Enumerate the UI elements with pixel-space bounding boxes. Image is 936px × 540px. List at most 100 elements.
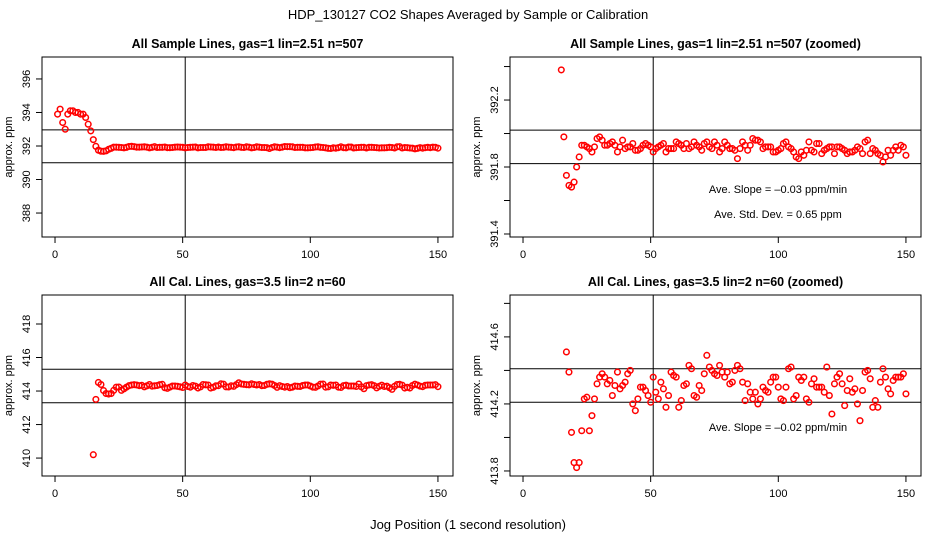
data-point: [708, 145, 716, 153]
panel-3: All Cal. Lines, gas=3.5 lin=2 n=60 (zoom…: [471, 275, 922, 500]
data-point: [782, 383, 790, 391]
data-point: [573, 163, 581, 171]
data-point: [733, 155, 742, 163]
data-point: [899, 370, 907, 378]
panel-1: All Sample Lines, gas=1 lin=2.51 n=507 (…: [471, 37, 922, 261]
data-point: [112, 383, 120, 391]
data-points: [89, 378, 442, 459]
figure-title: HDP_130127 CO2 Shapes Averaged by Sample…: [288, 7, 648, 22]
data-point: [823, 363, 831, 371]
data-points: [54, 105, 442, 155]
data-point: [815, 140, 823, 148]
data-point: [659, 140, 667, 148]
y-axis-label: approx. ppm: [3, 355, 15, 416]
data-point: [675, 403, 683, 411]
x-tick-label: 100: [301, 488, 319, 500]
data-point: [578, 427, 586, 435]
data-point: [657, 378, 665, 386]
data-point: [836, 370, 844, 378]
data-point: [664, 392, 673, 400]
panel-0: All Sample Lines, gas=1 lin=2.51 n=507 0 5…: [3, 37, 454, 261]
data-point: [736, 365, 744, 373]
data-point: [800, 373, 808, 381]
data-point: [636, 383, 644, 391]
x-tick-label: 0: [520, 249, 526, 261]
data-point: [613, 368, 622, 376]
data-point: [858, 150, 867, 158]
panel-title: All Cal. Lines, gas=3.5 lin=2 n=60: [149, 275, 345, 289]
data-point: [728, 378, 736, 386]
x-tick-label: 50: [177, 249, 189, 261]
data-point: [698, 146, 706, 154]
panel-2: All Cal. Lines, gas=3.5 lin=2 n=60 0 50 100…: [3, 275, 454, 500]
y-axis-label: approx. ppm: [3, 116, 15, 177]
x-tick-label: 50: [645, 249, 657, 261]
x-tick-label: 150: [897, 249, 915, 261]
annotation: Ave. Slope = –0.02 ppm/min: [709, 422, 847, 434]
data-point: [749, 395, 757, 403]
data-point: [583, 393, 591, 401]
data-point: [672, 373, 680, 381]
data-point: [652, 388, 660, 396]
data-point: [838, 380, 846, 388]
y-tick-label: 390: [21, 170, 33, 188]
data-point: [677, 397, 685, 405]
data-point: [682, 380, 690, 388]
x-tick-label: 150: [429, 249, 447, 261]
data-points: [557, 66, 910, 191]
data-point: [825, 143, 833, 151]
data-point: [876, 378, 884, 386]
data-point: [858, 386, 867, 395]
data-point: [741, 397, 749, 405]
data-point: [82, 113, 90, 122]
data-point: [56, 105, 64, 113]
data-point: [871, 397, 879, 405]
x-tick-label: 0: [52, 488, 58, 500]
y-tick-label: 392: [21, 137, 33, 155]
data-point: [792, 392, 800, 400]
annotation: Ave. Slope = –0.03 ppm/min: [709, 184, 847, 196]
data-point: [716, 361, 724, 369]
data-point: [830, 380, 839, 388]
data-point: [567, 428, 576, 436]
data-point: [87, 127, 95, 135]
data-point: [713, 371, 721, 379]
y-tick-label: 391.8: [489, 153, 501, 181]
data-point: [621, 378, 629, 386]
data-point: [744, 380, 752, 388]
data-point: [687, 365, 696, 373]
data-point: [746, 141, 754, 149]
data-point: [590, 395, 599, 403]
x-tick-label: 0: [52, 249, 58, 261]
data-point: [575, 459, 583, 467]
data-point: [879, 365, 887, 373]
y-axis-label: approx. ppm: [471, 116, 483, 177]
data-point: [434, 144, 442, 152]
data-point: [590, 143, 599, 151]
data-point: [774, 383, 782, 391]
data-point: [805, 138, 813, 146]
data-point: [631, 407, 639, 415]
x-tick-label: 150: [897, 488, 915, 500]
y-tick-label: 392.2: [489, 86, 501, 114]
data-point: [647, 398, 655, 406]
data-point: [751, 388, 759, 396]
data-point: [815, 383, 823, 391]
data-point: [899, 143, 907, 151]
y-axis-label: approx. ppm: [471, 355, 483, 416]
data-point: [693, 393, 701, 401]
annotation: Ave. Std. Dev. = 0.65 ppm: [714, 209, 842, 221]
x-tick-label: 50: [177, 488, 189, 500]
y-tick-label: 416: [21, 348, 33, 366]
x-tick-label: 100: [769, 249, 787, 261]
data-point: [764, 388, 772, 396]
data-point: [89, 136, 97, 144]
x-tick-label: 50: [645, 488, 657, 500]
data-point: [810, 148, 818, 156]
panel-title: All Sample Lines, gas=1 lin=2.51 n=507 (…: [570, 37, 861, 51]
data-point: [787, 363, 795, 371]
x-axis-label: Jog Position (1 second resolution): [370, 517, 566, 532]
y-tick-label: 413.8: [489, 457, 501, 485]
data-point: [601, 373, 609, 381]
data-point: [97, 380, 105, 389]
